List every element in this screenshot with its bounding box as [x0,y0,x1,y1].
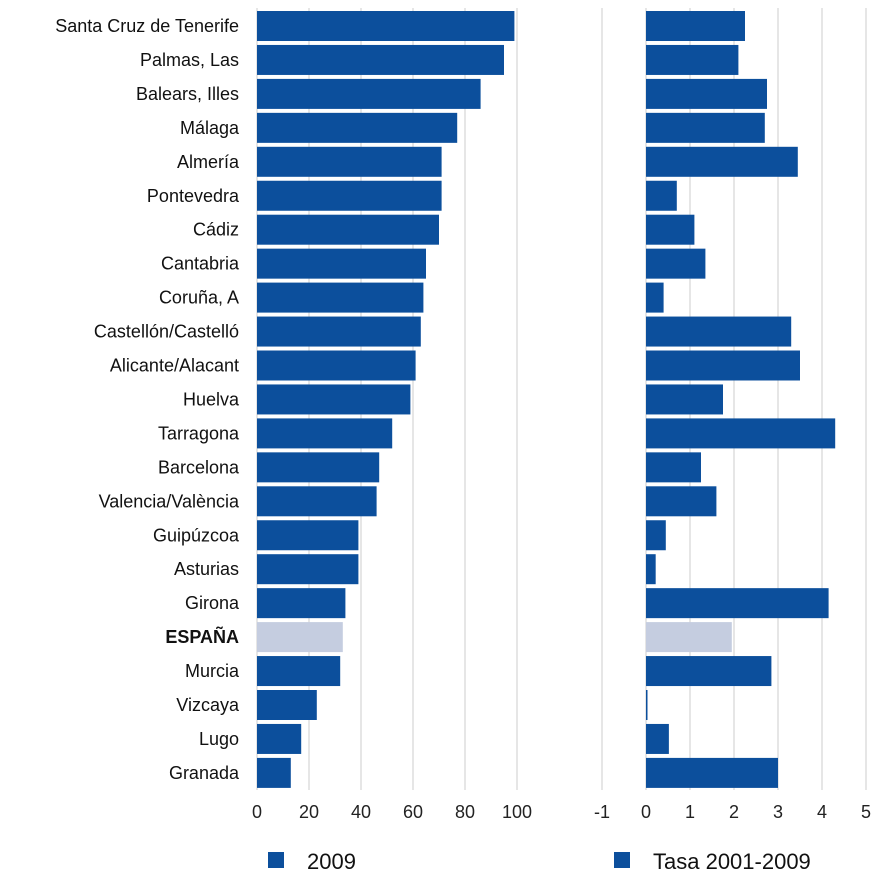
bar-p2-8 [646,282,664,313]
bar-p1-13 [257,452,380,483]
category-label: Santa Cruz de Tenerife [55,16,239,36]
category-label: Valencia/València [99,491,240,511]
bar-p1-16 [257,554,359,585]
bar-p2-15 [646,520,666,551]
x-tick-label-p2: 1 [685,802,695,822]
bar-p2-7 [646,248,706,279]
x-tick-label-p1: 20 [299,802,319,822]
bar-p2-11 [646,384,723,415]
category-label: Barcelona [158,457,240,477]
category-label: Pontevedra [147,186,240,206]
bar-p2-22 [646,757,778,788]
x-tick-label-p2: 2 [729,802,739,822]
bar-p2-14 [646,486,717,517]
bar-p2-18 [646,622,732,653]
category-label: Málaga [180,118,240,138]
bar-p1-5 [257,180,442,211]
bar-p2-12 [646,418,836,449]
bar-p1-9 [257,316,421,347]
legend-swatch-1 [268,852,284,868]
category-label: Tarragona [158,423,240,443]
x-tick-label-p1: 80 [455,802,475,822]
bar-p2-5 [646,180,677,211]
x-tick-label-p2: 4 [817,802,827,822]
category-label: Girona [185,593,240,613]
bar-p1-22 [257,757,291,788]
legend-label-2: Tasa 2001-2009 [653,849,811,874]
legend-swatch-2 [614,852,630,868]
bar-p1-7 [257,248,426,279]
bar-p2-0 [646,11,745,41]
bar-p2-2 [646,78,767,109]
bar-p1-8 [257,282,424,313]
bar-p1-19 [257,656,341,687]
x-tick-label-p1: 100 [502,802,532,822]
x-tick-label-p1: 60 [403,802,423,822]
category-label: Almería [177,152,240,172]
bar-p1-2 [257,78,481,109]
category-label: Castellón/Castelló [94,322,239,342]
category-label: Guipúzcoa [153,525,240,545]
category-label: Murcia [185,661,240,681]
bar-p2-6 [646,214,695,245]
x-tick-label-p2: 5 [861,802,871,822]
bar-p2-3 [646,112,765,143]
bar-p1-11 [257,384,411,415]
category-label: Coruña, A [159,288,239,308]
x-tick-label-p2: 0 [641,802,651,822]
bar-p1-14 [257,486,377,517]
bar-p1-6 [257,214,439,245]
bar-p1-10 [257,350,416,381]
bar-p2-17 [646,588,829,619]
legend-label-1: 2009 [307,849,356,874]
bar-p1-21 [257,723,302,754]
category-label: Alicante/Alacant [110,356,239,376]
x-tick-label-p2: 3 [773,802,783,822]
category-label: Cádiz [193,220,239,240]
bar-p2-1 [646,44,739,75]
x-tick-label-p2: -1 [594,802,610,822]
bar-p2-16 [646,554,656,585]
bar-p1-15 [257,520,359,551]
category-label: Asturias [174,559,239,579]
bar-p2-9 [646,316,792,347]
category-label: ESPAÑA [165,626,239,647]
bar-p2-21 [646,723,669,754]
bar-p1-12 [257,418,393,449]
bar-p1-3 [257,112,458,143]
category-label: Balears, Illes [136,84,239,104]
x-tick-label-p1: 40 [351,802,371,822]
bar-p2-10 [646,350,800,381]
category-label: Vizcaya [176,695,240,715]
x-tick-label-p1: 0 [252,802,262,822]
bar-p1-18 [257,622,343,653]
category-label: Huelva [183,389,240,409]
bar-p1-1 [257,44,504,75]
bar-p1-0 [257,11,515,41]
bar-p1-20 [257,690,317,720]
category-label: Granada [169,763,240,783]
bar-p2-13 [646,452,701,483]
bar-p1-4 [257,146,442,177]
bar-p1-17 [257,588,346,619]
category-label: Palmas, Las [140,50,239,70]
category-label: Cantabria [161,254,240,274]
category-label: Lugo [199,729,239,749]
bar-p2-19 [646,656,772,687]
bar-p2-20 [646,690,648,720]
bar-p2-4 [646,146,798,177]
